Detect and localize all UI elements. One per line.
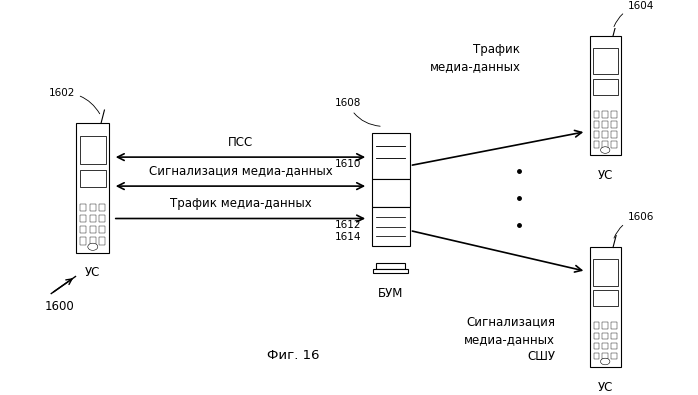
Text: 1600: 1600 [45,300,74,313]
Text: УС: УС [597,169,613,182]
Bar [593,48,618,74]
Bar [611,141,617,148]
Bar [80,215,87,222]
Bar [611,322,617,329]
Text: Трафик медиа-данных: Трафик медиа-данных [170,197,311,210]
Bar [373,269,408,273]
Bar [371,133,410,179]
Bar [590,248,621,367]
Text: 1608: 1608 [334,98,380,126]
Bar [594,111,600,117]
Bar [611,343,617,349]
Text: 1610: 1610 [335,159,361,169]
Bar [602,353,608,359]
Bar [593,260,618,286]
Bar [590,36,621,155]
Bar [90,226,96,233]
Text: УС: УС [85,266,101,279]
Bar [80,226,87,233]
Bar [80,136,106,164]
Bar [593,79,618,94]
Bar [594,121,600,128]
Bar [90,215,96,222]
Bar [80,237,87,245]
Bar [602,322,608,329]
Bar [371,179,410,207]
Text: 1602: 1602 [48,88,100,114]
Bar [602,121,608,128]
Bar [611,111,617,117]
Bar [76,123,110,253]
Bar [99,204,105,211]
Bar [80,170,106,186]
Bar [594,353,600,359]
Text: 1614: 1614 [334,232,361,242]
Text: 1606: 1606 [614,212,654,238]
Bar [90,237,96,245]
Ellipse shape [600,147,610,153]
Bar [602,111,608,117]
Bar [602,131,608,138]
Bar [371,207,410,246]
Bar [99,215,105,222]
Bar [99,237,105,245]
Bar [90,204,96,211]
Bar [594,322,600,329]
Text: Трафик
медиа-данных: Трафик медиа-данных [429,43,521,73]
Text: УС: УС [597,380,613,393]
Bar [611,353,617,359]
Bar [594,131,600,138]
Text: 1604: 1604 [614,1,654,26]
Ellipse shape [600,358,610,365]
Bar [594,333,600,339]
Text: ПСС: ПСС [228,135,253,149]
Bar [593,290,618,306]
Bar [602,333,608,339]
Bar [611,333,617,339]
Text: Сигнализация медиа-данных: Сигнализация медиа-данных [149,165,332,178]
Bar [99,226,105,233]
Text: 1612: 1612 [334,220,361,229]
Text: Сигнализация
медиа-данных
СШУ: Сигнализация медиа-данных СШУ [464,316,555,363]
Bar [602,141,608,148]
Ellipse shape [88,243,98,250]
Bar [594,343,600,349]
Bar [611,131,617,138]
Text: Фиг. 16: Фиг. 16 [267,349,320,362]
Text: БУМ: БУМ [378,287,403,300]
Bar [594,141,600,148]
Bar [376,263,405,269]
Bar [602,343,608,349]
Bar [80,204,87,211]
Bar [611,121,617,128]
